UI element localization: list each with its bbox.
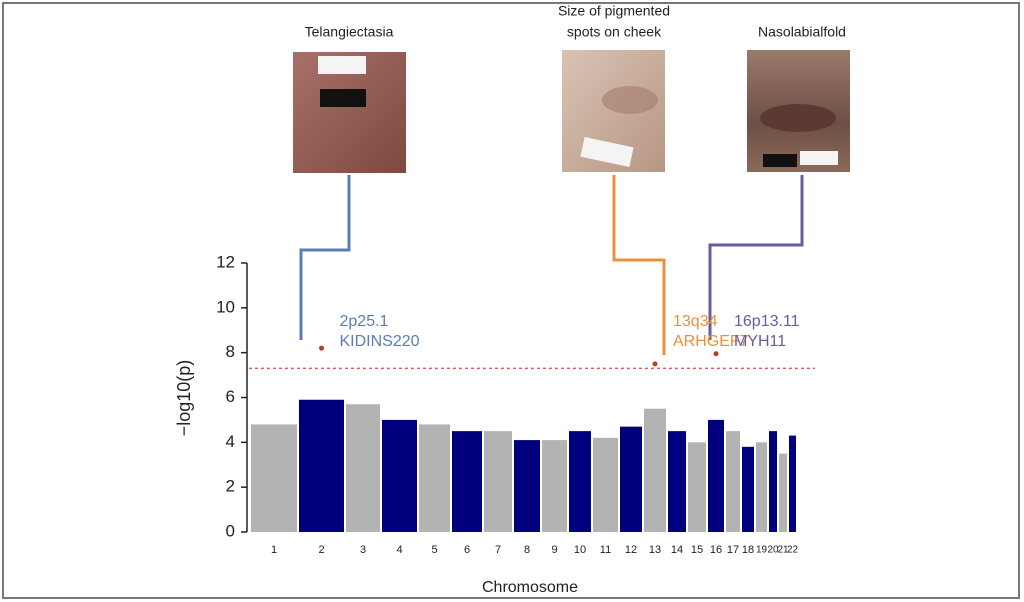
x-tick-label: 12 [625, 544, 637, 556]
connector [612, 175, 666, 355]
chromosome-column [789, 435, 796, 532]
x-tick-label: 1 [271, 544, 277, 556]
chromosome-column [419, 424, 450, 532]
x-tick-label: 11 [600, 544, 611, 556]
chromosome-column [569, 431, 591, 532]
chromosome-column [769, 431, 777, 532]
connector [708, 175, 804, 340]
y-tick-label: 6 [226, 387, 235, 406]
trait-title: Nasolabialfold [758, 24, 846, 40]
locus-label: 16p13.11 [734, 313, 800, 330]
locus-label: 2p25.1 [340, 313, 389, 330]
x-tick-label: 5 [431, 544, 437, 556]
x-tick-label: 2 [318, 544, 324, 556]
x-tick-label: 19 [756, 545, 768, 556]
x-tick-label: 17 [727, 544, 739, 556]
gene-label: MYH11 [734, 333, 786, 350]
gene-label: KIDINS220 [340, 333, 420, 350]
chromosome-column [593, 437, 618, 532]
x-tick-label: 7 [495, 544, 501, 556]
gene-label: ARHGEF7 [673, 333, 749, 350]
x-tick-label: 20 [767, 545, 779, 556]
x-tick-label: 21 [777, 545, 789, 556]
y-tick-label: 0 [226, 521, 235, 540]
chromosome-column [514, 440, 540, 532]
y-tick-label: 12 [216, 252, 235, 271]
chromosome-column [726, 431, 740, 532]
photo-pigmented-spots [562, 50, 665, 172]
trait-title: Size of pigmented [558, 3, 670, 19]
chromosome-column [251, 424, 297, 532]
x-tick-label: 6 [464, 544, 470, 556]
x-tick-label: 14 [671, 544, 683, 556]
chromosome-column [484, 431, 512, 532]
x-tick-label: 8 [524, 544, 530, 556]
chromosome-column [756, 442, 767, 532]
chromosome-column [452, 431, 482, 532]
x-axis-label: Chromosome [482, 579, 578, 596]
chromosome-column [299, 399, 344, 532]
y-tick-label: 8 [226, 342, 235, 361]
chromosome-column [708, 419, 724, 532]
chromosome-column [542, 440, 567, 532]
y-tick-label: 2 [226, 477, 235, 496]
x-tick-label: 9 [551, 544, 557, 556]
hit-point [713, 351, 719, 357]
x-tick-label: 22 [787, 545, 799, 556]
x-tick-label: 15 [691, 544, 703, 556]
chromosome-column [644, 408, 666, 532]
photo-telangiectasia [293, 52, 406, 173]
connector [299, 175, 351, 340]
photo-nasolabial [747, 50, 850, 172]
x-tick-label: 10 [574, 544, 586, 556]
x-tick-label: 3 [360, 544, 366, 556]
x-tick-label: 18 [742, 544, 754, 556]
hit-point [652, 361, 658, 367]
hit-point [319, 345, 324, 351]
x-tick-label: 13 [649, 544, 661, 556]
y-axis-label: −log10(p) [174, 360, 194, 437]
y-tick-label: 10 [216, 297, 235, 316]
trait-title: Telangiectasia [305, 24, 394, 40]
chromosome-column [620, 426, 642, 532]
chromosome-column [742, 446, 754, 532]
chromosome-column [346, 404, 380, 532]
chromosome-column [779, 453, 787, 532]
chromosome-column [668, 431, 686, 532]
y-tick-label: 4 [226, 432, 235, 451]
chromosome-column [688, 442, 706, 532]
locus-label: 13q34 [673, 313, 718, 330]
x-tick-label: 4 [396, 544, 402, 556]
trait-title: spots on cheek [567, 24, 662, 40]
chromosome-column [382, 419, 417, 532]
x-tick-label: 16 [710, 544, 722, 556]
